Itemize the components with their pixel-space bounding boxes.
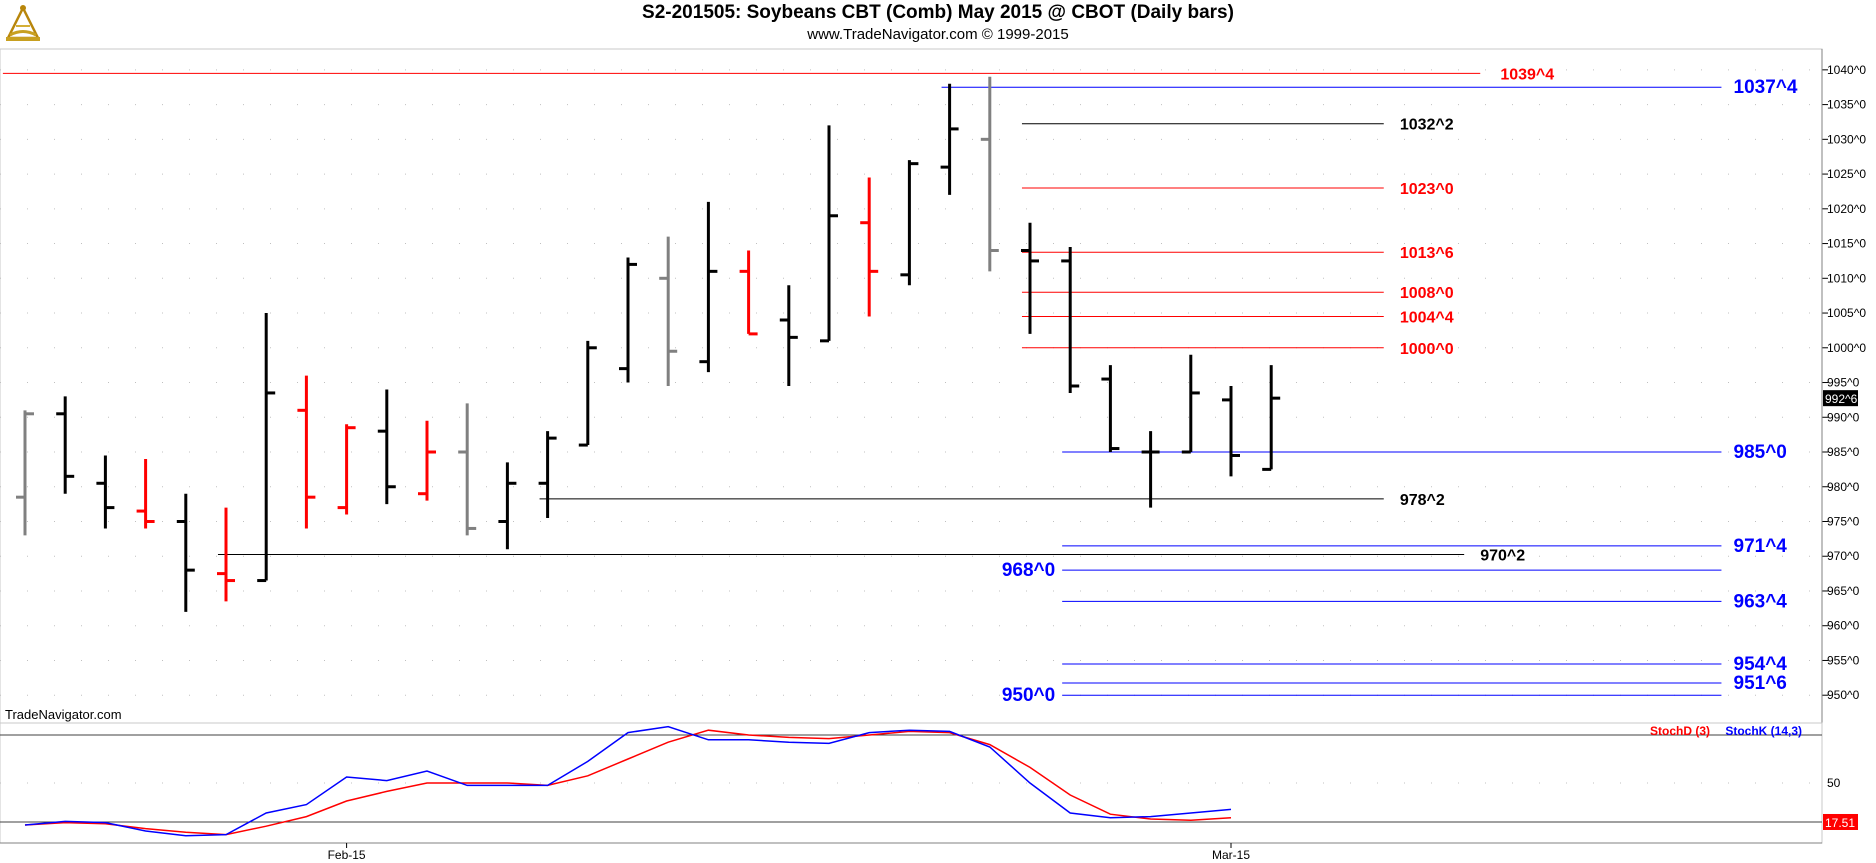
stoch-tick-label: 50: [1827, 776, 1841, 790]
price-tick-label: 1030^0: [1827, 132, 1866, 146]
ohlc-bar: [377, 389, 396, 505]
level-label: 1037^4: [1734, 77, 1798, 98]
last-price-badge: [1823, 390, 1858, 407]
ohlc-bars: [16, 76, 1281, 612]
ohlc-bar: [418, 420, 436, 501]
level-label: 1039^4: [1500, 66, 1554, 83]
ohlc-bar: [739, 250, 758, 336]
level-label: 1032^2: [1400, 117, 1454, 134]
ohlc-bar: [176, 493, 195, 612]
ohlc-bar: [337, 424, 356, 515]
ohlc-bar: [217, 507, 235, 602]
price-tick-label: 985^0: [1827, 445, 1860, 459]
price-tick-label: 1025^0: [1827, 167, 1866, 181]
price-tick-label: 1000^0: [1827, 341, 1866, 355]
ohlc-bar: [1262, 365, 1281, 471]
price-tick-label: 1005^0: [1827, 306, 1866, 320]
price-tick-label: 1040^0: [1827, 63, 1866, 77]
chart-header: S2-201505: Soybeans CBT (Comb) May 2015 …: [0, 0, 1876, 48]
stochastic-panel: 50 17.51 StochD (3) StochK (14,3): [0, 722, 1858, 844]
price-tick-label: 970^0: [1827, 549, 1860, 563]
level-label: 985^0: [1734, 442, 1787, 463]
ohlc-bar: [1101, 365, 1120, 453]
ohlc-bar: [578, 340, 597, 447]
ohlc-bar: [498, 462, 517, 550]
price-tick-label: 965^0: [1827, 584, 1860, 598]
price-tick-label: 1015^0: [1827, 237, 1866, 251]
level-label: 1000^0: [1400, 341, 1454, 358]
level-label: 951^6: [1734, 673, 1787, 694]
ohlc-bar: [297, 375, 316, 529]
price-tick-label: 960^0: [1827, 619, 1860, 633]
level-label: 968^0: [1002, 560, 1055, 581]
date-axis: Feb-15 Mar-15: [0, 842, 1822, 862]
ohlc-bar: [56, 396, 75, 494]
stoch-last-badge: [1823, 813, 1858, 830]
level-label: 954^4: [1734, 654, 1788, 675]
stochastic-lines: [24, 725, 1232, 837]
ohlc-bar: [820, 125, 838, 343]
level-lines: 1039^4 1037^4 1032^2 1023^0 1013^6 1008^0 1004…: [2, 66, 1798, 706]
ohlc-bar: [16, 410, 34, 536]
level-label: 1004^4: [1400, 310, 1454, 327]
chart-subtitle: www.TradeNavigator.com © 1999-2015: [807, 26, 1069, 43]
ohlc-bar: [860, 177, 879, 317]
date-tick-label: Feb-15: [328, 848, 366, 862]
level-label: 963^4: [1734, 591, 1788, 612]
ohlc-bar: [96, 455, 115, 529]
legend-stochd: StochD (3): [1650, 724, 1710, 738]
level-label: 1023^0: [1400, 181, 1454, 198]
sextant-logo-icon: [2, 2, 44, 44]
level-label: 1013^6: [1400, 245, 1454, 262]
price-tick-label: 1010^0: [1827, 271, 1866, 285]
level-label: 971^4: [1734, 536, 1788, 557]
ohlc-bar: [1021, 222, 1039, 334]
price-tick-label: 995^0: [1827, 376, 1860, 390]
price-tick-label: 1020^0: [1827, 202, 1866, 216]
stochastic-axis: 50 17.51: [1823, 776, 1858, 830]
ohlc-bar: [980, 76, 999, 272]
last-price-label: 992^6: [1825, 392, 1858, 406]
ohlc-bar: [1061, 247, 1080, 393]
ohlc-bar: [538, 431, 557, 519]
stoch-series-line: [24, 725, 1232, 837]
ohlc-bar: [900, 160, 919, 286]
ohlc-bar: [257, 313, 276, 583]
ohlc-bar: [1222, 386, 1240, 477]
ohlc-bar: [136, 458, 155, 529]
ohlc-bar: [699, 201, 718, 373]
date-tick-label: Mar-15: [1212, 848, 1250, 862]
price-tick-label: 1035^0: [1827, 98, 1866, 112]
price-axis: 1040^0 1035^0 1030^0 1025^0 1020^0 1015^0 1010…: [1821, 49, 1866, 843]
chart-title: S2-201505: Soybeans CBT (Comb) May 2015 …: [642, 2, 1234, 23]
ohlc-bar: [779, 285, 798, 386]
level-label: 1008^0: [1400, 285, 1454, 302]
price-tick-label: 950^0: [1827, 688, 1860, 702]
stochastic-grid: [0, 734, 1822, 823]
ohlc-bar: [619, 257, 637, 383]
watermark-text: TradeNavigator.com: [5, 707, 122, 722]
ohlc-bar: [1141, 431, 1160, 508]
price-tick-label: 990^0: [1827, 410, 1860, 424]
level-label: 970^2: [1480, 548, 1525, 565]
ohlc-bar: [1181, 354, 1200, 454]
ohlc-bar: [458, 403, 477, 536]
ohlc-bar: [659, 236, 678, 386]
price-tick-label: 955^0: [1827, 653, 1860, 667]
level-label: 978^2: [1400, 492, 1445, 509]
price-tick-label: 980^0: [1827, 480, 1860, 494]
level-label: 950^0: [1002, 685, 1055, 706]
price-tick-label: 975^0: [1827, 514, 1860, 528]
stochastic-legend: StochD (3) StochK (14,3): [1650, 724, 1802, 738]
price-panel: 1039^4 1037^4 1032^2 1023^0 1013^6 1008^0 1004…: [0, 48, 1866, 843]
ohlc-bar: [940, 83, 959, 195]
stoch-last-label: 17.51: [1825, 816, 1855, 830]
legend-stochk: StochK (14,3): [1725, 724, 1802, 738]
